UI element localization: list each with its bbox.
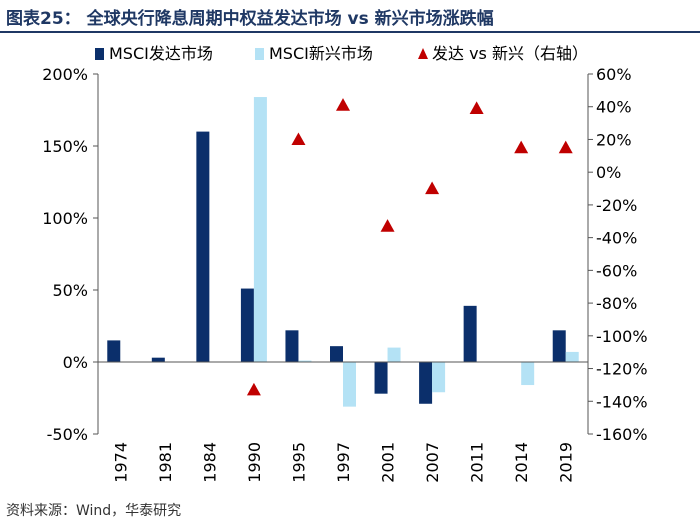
right-tick-label: -120% — [596, 360, 648, 379]
ratio-marker-1995 — [291, 132, 306, 146]
source-note: 资料来源：Wind，华泰研究 — [6, 503, 182, 519]
bar-emerging-1990 — [253, 97, 267, 362]
ratio-marker-2011 — [469, 101, 484, 114]
ratio-marker-2019 — [558, 140, 573, 154]
right-tick-label: 20% — [596, 130, 632, 149]
title-divider — [0, 31, 700, 33]
legend-swatch-1 — [255, 48, 264, 60]
x-tick-label: 2007 — [423, 442, 442, 483]
bar-developed-1990 — [240, 288, 254, 362]
x-tick-label: 2001 — [379, 442, 398, 483]
bar-developed-2007 — [419, 362, 433, 404]
right-tick-label: -140% — [596, 392, 648, 411]
ratio-marker-1990 — [246, 382, 261, 396]
left-tick-label: 150% — [42, 137, 88, 156]
legend-label-1: MSCI新兴市场 — [269, 44, 373, 63]
bar-emerging-2014 — [521, 362, 535, 386]
right-tick-label: 0% — [596, 163, 621, 182]
ratio-marker-2001 — [380, 219, 395, 232]
x-tick-label: 1974 — [111, 442, 130, 483]
chart: MSCI发达市场 MSCI新兴市场 发达 vs 新兴（右轴） -50% 0% 50% 10… — [42, 44, 648, 483]
left-tick-label: -50% — [47, 425, 88, 444]
bar-developed-1981 — [151, 357, 165, 362]
left-tick-label: 200% — [42, 65, 88, 84]
right-tick-label: -160% — [596, 425, 648, 444]
x-axis: 1974 1981 1984 1990 1995 1997 2001 2007 2011 2014… — [98, 361, 588, 483]
x-tick-label: 2019 — [557, 442, 576, 483]
chart-title: 图表25： 全球央行降息周期中权益发达市场 vs 新兴市场涨跌幅 — [6, 9, 494, 29]
bar-emerging-2001 — [387, 347, 401, 362]
x-tick-label: 1981 — [156, 442, 175, 483]
legend-swatch-2 — [418, 48, 428, 59]
bar-developed-1984 — [196, 131, 210, 362]
left-tick-label: 100% — [42, 209, 88, 228]
bar-emerging-2019 — [565, 351, 579, 362]
ratio-marker-2014 — [514, 140, 529, 154]
right-tick-label: 60% — [596, 65, 632, 84]
legend-label-2: 发达 vs 新兴（右轴） — [432, 44, 588, 63]
ratio-marker-2007 — [425, 181, 440, 195]
right-tick-label: -100% — [596, 327, 648, 346]
right-axis: -160% -140% -120% -100% -80% -60% -40% -20% 0% 20… — [587, 65, 648, 444]
marker-series — [246, 98, 573, 396]
x-tick-label: 1984 — [200, 442, 219, 483]
bar-developed-1997 — [330, 346, 343, 362]
x-tick-label: 2011 — [468, 442, 487, 483]
right-tick-label: -20% — [596, 196, 637, 215]
bar-emerging-1995 — [298, 360, 312, 362]
bar-developed-1974 — [107, 340, 121, 362]
bar-developed-1995 — [285, 330, 299, 362]
left-axis: -50% 0% 50% 100% 150% 200% — [42, 65, 99, 444]
bar-developed-2001 — [374, 362, 388, 394]
right-tick-label: -40% — [596, 229, 637, 248]
legend-swatch-0 — [95, 48, 104, 60]
right-tick-label: 40% — [596, 98, 632, 117]
right-tick-label: -60% — [596, 261, 637, 280]
bar-emerging-2007 — [432, 362, 446, 393]
bar-series — [107, 97, 579, 407]
right-tick-label: -80% — [596, 294, 637, 313]
x-tick-label: 1997 — [334, 442, 353, 483]
bar-developed-2019 — [552, 330, 566, 362]
left-tick-label: 0% — [63, 353, 88, 372]
ratio-marker-1997 — [336, 98, 350, 111]
x-tick-label: 2014 — [512, 442, 531, 483]
left-tick-label: 50% — [52, 281, 88, 300]
legend-label-0: MSCI发达市场 — [109, 44, 213, 63]
x-tick-label: 1990 — [245, 442, 264, 483]
x-tick-label: 1995 — [289, 442, 308, 483]
bar-emerging-1997 — [343, 362, 356, 407]
bar-developed-2011 — [463, 305, 477, 362]
legend: MSCI发达市场 MSCI新兴市场 发达 vs 新兴（右轴） — [95, 44, 588, 63]
